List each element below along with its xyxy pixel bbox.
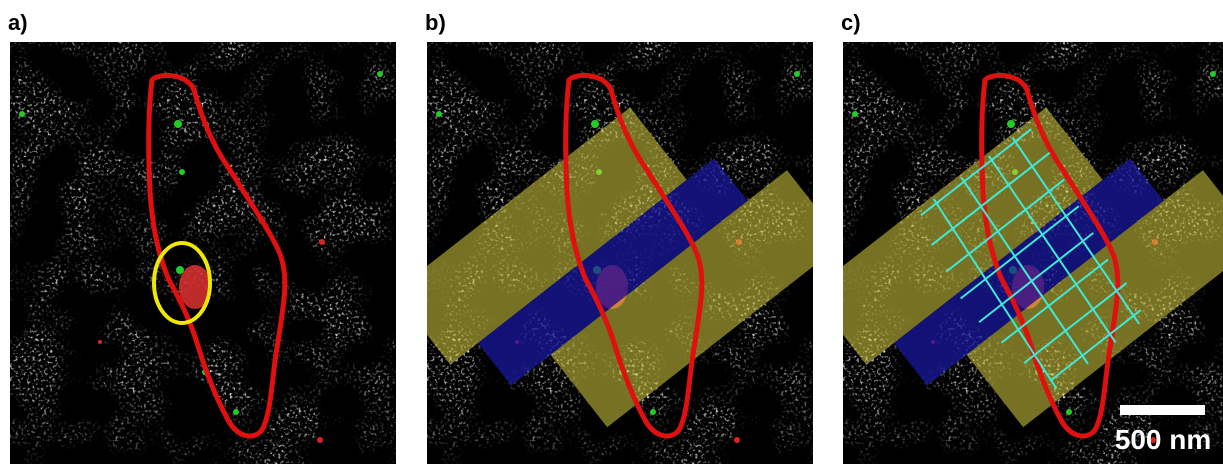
panel-label: c) — [841, 10, 861, 35]
figure: a) b) c) 500 nm — [0, 0, 1223, 464]
panel-label: b) — [425, 10, 446, 35]
panel-image — [394, 42, 844, 464]
scale-bar-label: 500 nm — [1115, 424, 1212, 455]
scale-bar — [1120, 405, 1205, 415]
panel-image: 500 nm — [810, 42, 1223, 464]
panel-image — [10, 42, 396, 464]
panel-label: a) — [8, 10, 28, 35]
